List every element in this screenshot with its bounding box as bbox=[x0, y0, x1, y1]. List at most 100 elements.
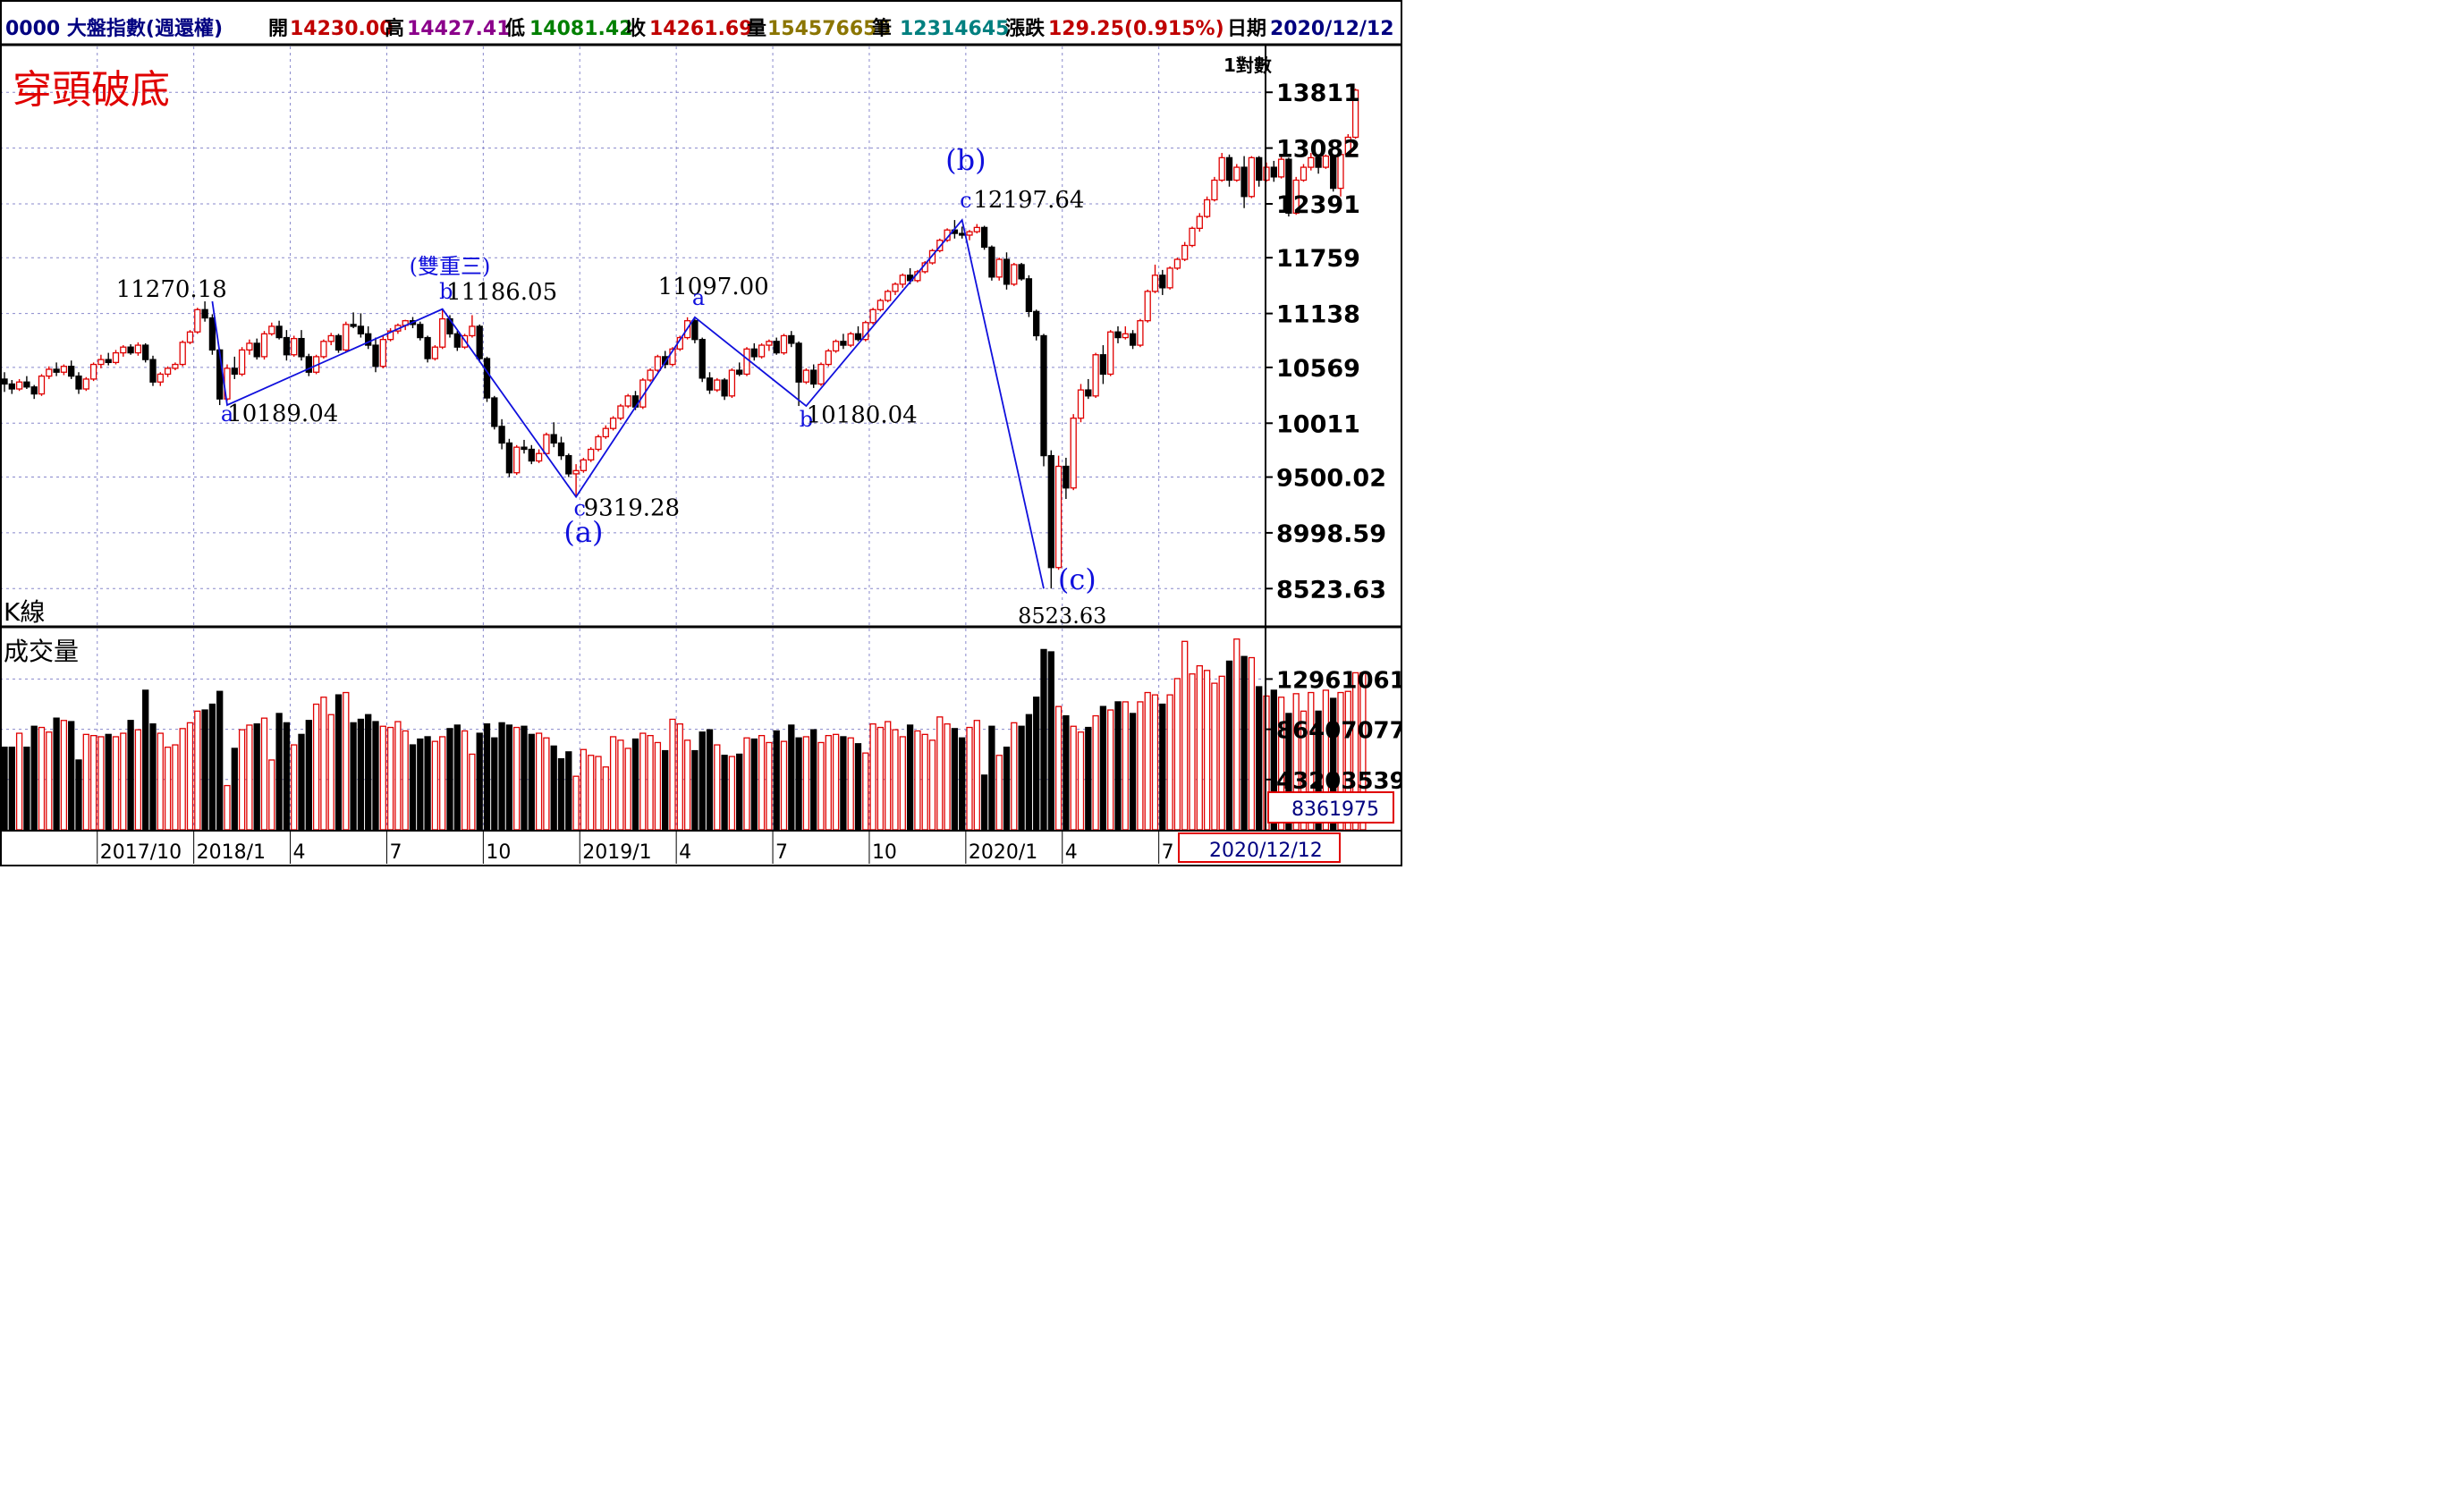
candle-body bbox=[639, 379, 647, 408]
elliott-wave-line bbox=[211, 218, 1045, 589]
candle-body bbox=[1159, 275, 1166, 289]
volume-bar bbox=[1085, 726, 1092, 831]
volume-bar bbox=[246, 724, 253, 831]
volume-bar bbox=[1211, 682, 1218, 831]
volume-bar bbox=[817, 741, 825, 831]
volume-bar bbox=[417, 738, 424, 831]
candle-body bbox=[97, 359, 105, 366]
volume-bar bbox=[669, 718, 676, 831]
candle-body bbox=[1085, 389, 1092, 397]
candle-body bbox=[662, 356, 669, 366]
wave-annotation: (a) bbox=[563, 515, 603, 549]
volume-bar bbox=[1181, 640, 1189, 831]
volume-bar bbox=[357, 718, 365, 831]
volume-bar bbox=[186, 722, 194, 831]
candle-body bbox=[1240, 166, 1248, 198]
candle-body bbox=[1315, 156, 1322, 168]
volume-bar bbox=[624, 748, 631, 831]
volume-bar bbox=[595, 756, 602, 831]
volume-bar bbox=[973, 720, 980, 831]
volume-bar bbox=[1129, 713, 1137, 831]
volume-bar bbox=[580, 748, 588, 831]
candle-body bbox=[268, 325, 275, 334]
candle-body bbox=[127, 346, 134, 354]
volume-bar bbox=[944, 722, 951, 831]
volume-bar bbox=[521, 725, 528, 831]
volume-bar bbox=[291, 744, 298, 831]
volume-bar bbox=[802, 736, 810, 831]
volume-bar bbox=[194, 710, 201, 831]
volume-bar bbox=[750, 738, 758, 831]
candle-body bbox=[1173, 258, 1181, 269]
candle-body bbox=[543, 434, 550, 454]
price-tick-label: 11759 bbox=[1276, 245, 1360, 273]
candle-body bbox=[1129, 333, 1137, 346]
time-tick-label: 2018/1 bbox=[197, 841, 266, 864]
volume-bar bbox=[275, 713, 283, 831]
wave-annotation: 10180.04 bbox=[807, 401, 918, 428]
volume-bar bbox=[134, 729, 142, 831]
candle-body bbox=[810, 369, 817, 385]
volume-bar bbox=[350, 722, 357, 831]
volume-bar bbox=[1114, 701, 1122, 831]
current-volume-box bbox=[1267, 791, 1394, 824]
close-label: 收 bbox=[626, 17, 646, 40]
candle-body bbox=[1292, 179, 1300, 215]
volume-bar bbox=[951, 728, 959, 831]
candle-body bbox=[82, 378, 89, 390]
candle-body bbox=[669, 348, 676, 366]
wave-annotation: 10189.04 bbox=[227, 401, 338, 427]
wave-annotation: (b) bbox=[945, 143, 986, 177]
candle-body bbox=[995, 258, 1003, 278]
candle-body bbox=[854, 333, 862, 341]
volume-bar bbox=[788, 724, 795, 831]
volume-bar bbox=[1196, 664, 1203, 831]
volume-bar bbox=[1240, 655, 1248, 831]
time-tick-label: 7 bbox=[775, 841, 788, 864]
volume-bar bbox=[714, 744, 721, 831]
volume-bar bbox=[780, 740, 788, 831]
candle-body bbox=[1166, 267, 1173, 289]
price-tick-label: 12391 bbox=[1276, 191, 1360, 219]
candle-body bbox=[572, 469, 580, 475]
candle-body bbox=[1256, 156, 1263, 182]
volume-bar bbox=[343, 691, 350, 831]
candle-body bbox=[840, 341, 847, 346]
candle-body bbox=[105, 359, 112, 364]
change-value: 129.25(0.915%) bbox=[1048, 18, 1224, 40]
volume-bar bbox=[854, 743, 862, 831]
candle-body bbox=[1063, 465, 1070, 489]
candle-body bbox=[959, 232, 966, 236]
candle-body bbox=[379, 339, 386, 367]
candle-body bbox=[1137, 320, 1144, 346]
frame bbox=[0, 0, 1402, 866]
candle-body bbox=[795, 342, 802, 383]
time-tick-label: 10 bbox=[872, 841, 897, 864]
candle-body bbox=[8, 383, 15, 390]
time-tick-label: 4 bbox=[293, 841, 306, 864]
volume-bar bbox=[453, 724, 461, 831]
candle-body bbox=[1203, 199, 1211, 217]
time-tick-label: 4 bbox=[679, 841, 691, 864]
candle-body bbox=[498, 426, 505, 444]
price-tick-label: 10569 bbox=[1276, 355, 1360, 383]
volume-bar bbox=[1099, 705, 1107, 831]
candle-body bbox=[142, 344, 149, 360]
volume-tick-label: 86407077 bbox=[1276, 718, 1402, 745]
volume-bar bbox=[543, 737, 550, 831]
volume-bar bbox=[959, 737, 966, 831]
candle-body bbox=[320, 341, 327, 358]
candle-body bbox=[89, 363, 97, 380]
volume-bar bbox=[1077, 731, 1085, 831]
candle-body bbox=[602, 427, 609, 438]
candle-body bbox=[988, 246, 995, 278]
candle-body bbox=[1, 378, 8, 385]
candle-body bbox=[112, 351, 120, 364]
volume-bar bbox=[721, 755, 728, 831]
candle-body bbox=[1322, 155, 1330, 168]
volume-bar bbox=[1151, 694, 1159, 831]
candle-body bbox=[1144, 291, 1151, 322]
candle-body bbox=[15, 381, 23, 390]
candle-body bbox=[847, 333, 854, 346]
candle-body bbox=[1099, 354, 1107, 376]
